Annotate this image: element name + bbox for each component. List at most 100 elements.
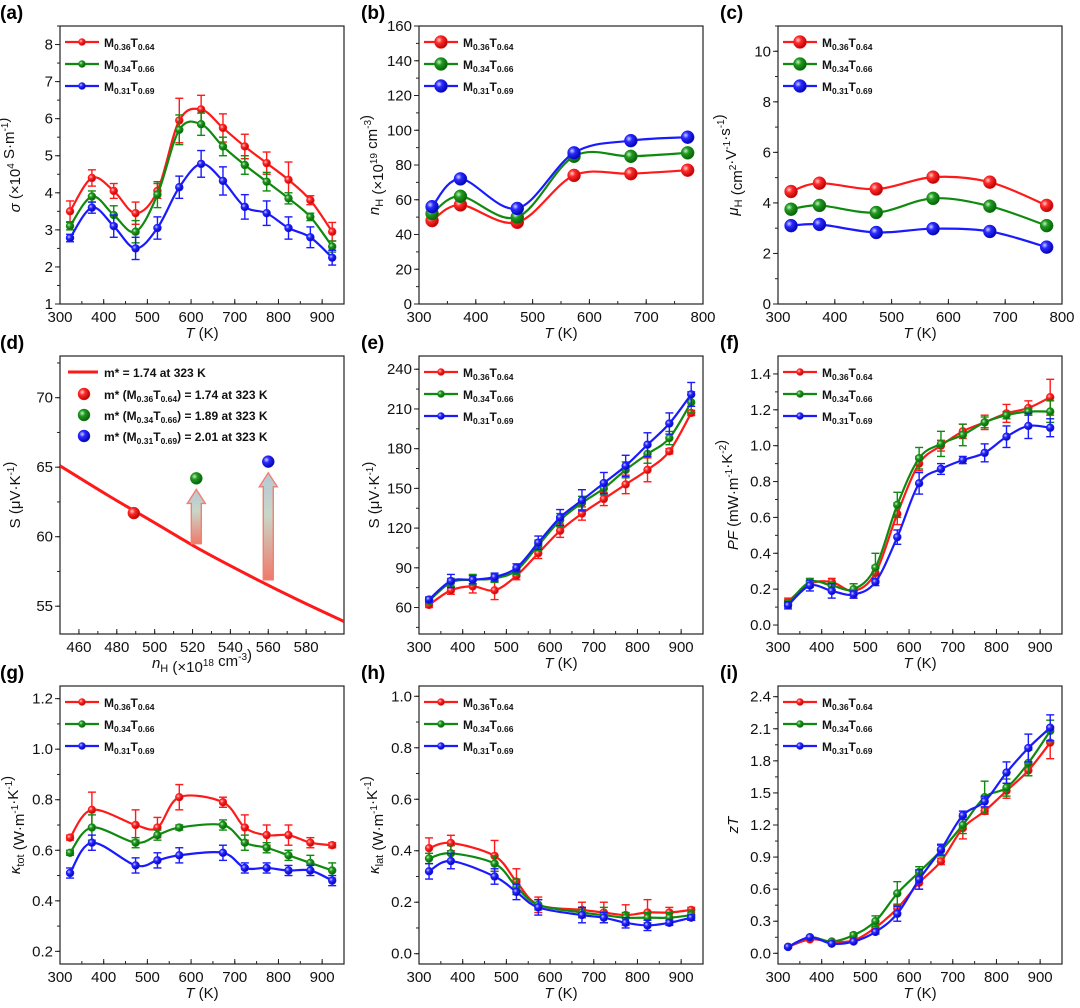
data-point [983, 199, 997, 213]
y-tick-label: 7 [45, 74, 53, 91]
data-point [196, 105, 206, 114]
data-point [534, 903, 543, 912]
y-tick-label: 65 [36, 459, 53, 476]
legend-entry: M0.36T0.64 [104, 696, 155, 712]
y-tick-label: 0.6 [750, 509, 771, 526]
x-tick-label: 600 [538, 639, 563, 656]
legend-marker [437, 742, 445, 750]
x-axis-title: T (K) [903, 655, 936, 672]
y-tick-label: 2 [763, 245, 771, 262]
data-point [109, 186, 118, 196]
legend-entry: M0.31T0.69 [104, 740, 155, 756]
data-point [621, 461, 630, 471]
data-point [175, 793, 184, 802]
y-tick-label: 0.2 [391, 894, 412, 911]
data-point [65, 233, 75, 243]
x-tick-label: 480 [104, 639, 129, 656]
y-tick-label: 0.4 [750, 545, 771, 562]
y-axis-title: κlat (W·m-1·K-1) [358, 776, 387, 874]
data-point [424, 867, 434, 876]
x-tick-label: 540 [218, 639, 243, 656]
legend-marker [77, 408, 91, 422]
data-point [284, 175, 293, 185]
data-point [175, 125, 184, 134]
data-point [512, 887, 521, 897]
panel-label: (e) [361, 333, 384, 354]
data-point [175, 183, 184, 192]
legend: M0.36T0.64 M0.34T0.66 M0.31T0.69 [65, 36, 155, 96]
legend-entry: M0.34T0.66 [463, 388, 514, 404]
legend-marker [78, 742, 86, 750]
data-point [175, 851, 184, 860]
data-point [624, 149, 638, 164]
legend: M0.36T0.64 M0.34T0.66 M0.31T0.69 [783, 696, 873, 756]
y-axis-title: κtot (W·m-1·K-1) [0, 776, 28, 874]
data-point [805, 933, 815, 942]
y-tick-label: 0 [763, 296, 771, 313]
y-tick-label: 1.8 [750, 753, 771, 770]
legend-entry: M0.36T0.64 [822, 696, 873, 712]
data-point [624, 166, 638, 181]
data-point [328, 253, 337, 262]
legend-marker [796, 742, 804, 750]
data-point [936, 464, 946, 474]
y-tick-label: 0.8 [32, 792, 53, 809]
data-point [131, 208, 140, 218]
data-point [621, 480, 630, 489]
y-axis-title: PF (mW·m-1·K-2) [713, 440, 742, 550]
y-tick-label: 1.2 [750, 402, 771, 419]
y-tick-label: 2.1 [750, 721, 771, 738]
data-point [914, 875, 924, 884]
y-tick-label: 0.8 [750, 474, 771, 491]
y-tick-label: 210 [387, 401, 412, 418]
y-tick-label: 1.0 [750, 438, 771, 455]
legend-entry: M0.34T0.66 [104, 58, 155, 74]
y-tick-label: 0.2 [750, 581, 771, 598]
panel-e: (e) 300 400 500 600 700 800 900 60 90 120 150 180 210… [360, 333, 704, 672]
y-tick-label: 0.4 [32, 893, 53, 910]
y-tick-label: 1.5 [750, 785, 771, 802]
x-tick-label: 900 [669, 639, 694, 656]
data-point [262, 863, 271, 873]
data-point [871, 563, 880, 572]
x-tick-label: 400 [91, 969, 116, 986]
data-point [665, 433, 674, 443]
x-tick-label: 500 [142, 639, 167, 656]
data-point [849, 590, 858, 599]
data-point [65, 207, 75, 216]
x-tick-label: 560 [256, 639, 281, 656]
x-tick-label: 600 [936, 309, 961, 326]
plot-area [425, 130, 695, 230]
data-point [805, 581, 815, 590]
data-point [262, 158, 271, 168]
data-point [190, 472, 203, 485]
data-point [468, 575, 477, 584]
data-point [510, 201, 525, 216]
data-point [599, 478, 609, 488]
data-point [284, 194, 293, 203]
panel-label: (f) [720, 333, 739, 354]
data-point [240, 160, 250, 170]
x-tick-label: 800 [1049, 309, 1074, 326]
data-point [218, 848, 228, 857]
panel-f: (f) 300 400 500 600 700 800 900 0.0 0.2 0.4 0.6 0.8 1… [713, 333, 1063, 672]
y-tick-label: 1.0 [391, 688, 412, 705]
data-point [784, 184, 798, 199]
data-point [827, 939, 836, 948]
data-point [567, 168, 581, 183]
series-line-M0.31T0.69 [790, 222, 1047, 249]
x-tick-label: 400 [450, 969, 475, 986]
y-tick-label: 0.0 [391, 946, 412, 963]
panel-a: (a) 300 400 500 600 700 800 900 1 2 3 4 5 6 7 8 T (K) σ (… [0, 3, 345, 342]
y-tick-label: 160 [387, 18, 412, 35]
x-tick-label: 900 [1028, 639, 1053, 656]
data-point [65, 833, 75, 842]
x-tick-label: 700 [993, 309, 1018, 326]
data-point [196, 159, 206, 169]
x-tick-label: 300 [765, 309, 790, 326]
y-tick-label: 60 [395, 600, 412, 617]
data-point [446, 856, 456, 866]
data-point [306, 866, 315, 875]
data-point [1039, 240, 1054, 254]
panel-i: (i) 300 400 500 600 700 800 900 0.0 0.3 0.6 0.9 1.2 1… [720, 663, 1063, 1002]
